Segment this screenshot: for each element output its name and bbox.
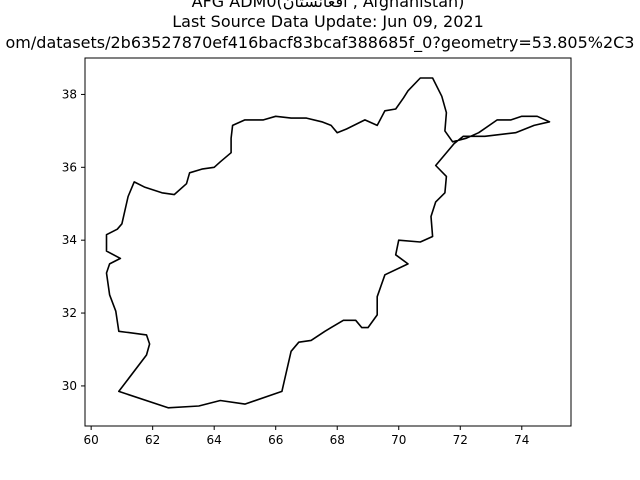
x-tick-label: 74 — [514, 433, 529, 447]
map-title: AFG ADM0(افغانستان , Afghanistan) Last S… — [6, 0, 635, 53]
x-tick-label: 70 — [391, 433, 406, 447]
y-axis-ticks: 30 32 34 36 38 — [62, 87, 85, 393]
y-tick-label: 32 — [62, 306, 77, 320]
afghanistan-country-outline — [105, 77, 551, 409]
title-line-1: AFG ADM0(افغانستان , Afghanistan) — [192, 0, 465, 11]
x-axis-ticks: 60 62 64 66 68 70 72 74 — [84, 426, 529, 447]
x-tick-label: 62 — [145, 433, 160, 447]
y-tick-label: 34 — [62, 233, 77, 247]
y-tick-label: 36 — [62, 160, 77, 174]
x-tick-label: 68 — [330, 433, 345, 447]
axes-frame — [84, 57, 572, 427]
y-tick-label: 30 — [62, 379, 77, 393]
title-line-2: Last Source Data Update: Jun 09, 2021 — [172, 12, 484, 31]
x-tick-label: 64 — [207, 433, 222, 447]
title-line-3: om/datasets/2b63527870ef416bacf83bcaf388… — [6, 33, 635, 53]
x-tick-label: 72 — [453, 433, 468, 447]
x-tick-label: 60 — [84, 433, 99, 447]
y-tick-label: 38 — [62, 87, 77, 101]
x-tick-label: 66 — [268, 433, 283, 447]
map-axes: 60 62 64 66 68 70 72 74 30 32 34 36 38 — [62, 57, 572, 447]
